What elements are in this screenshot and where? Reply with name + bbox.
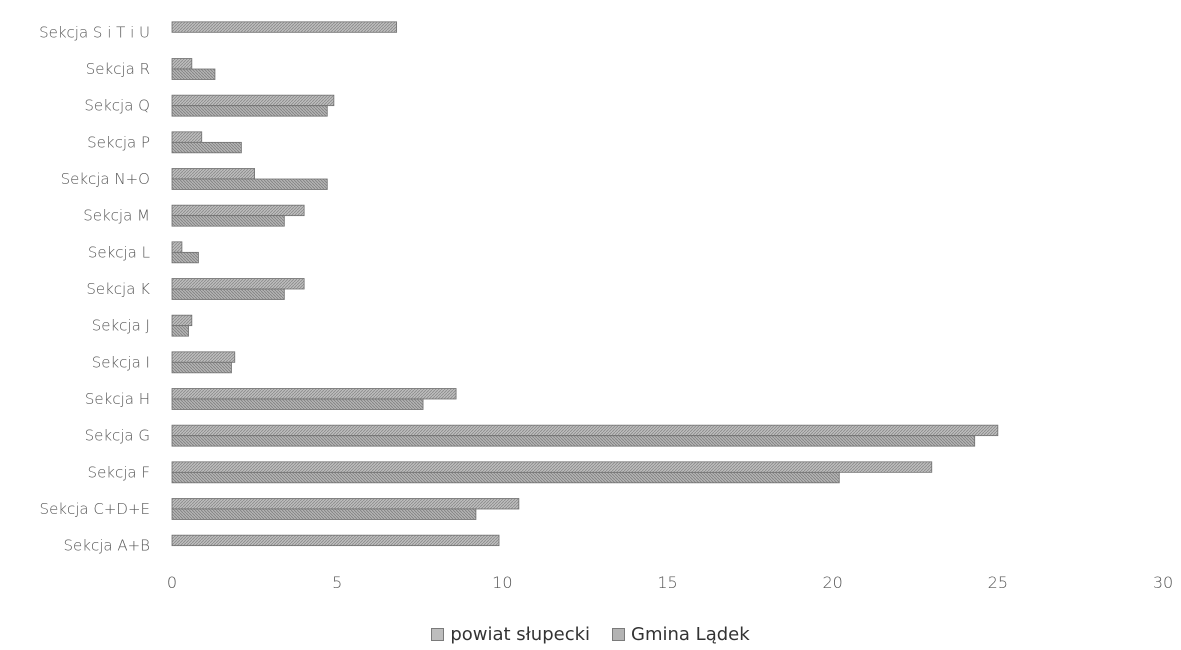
legend-label-series-2: Gmina Lądek — [631, 624, 750, 645]
bar-series-1 — [171, 58, 193, 70]
x-tick-label: 25 — [988, 573, 1008, 592]
bar-series-1 — [171, 351, 236, 363]
legend: powiat słupecki Gmina Lądek — [0, 624, 1181, 645]
bars-group — [171, 21, 999, 547]
y-tick-label: Sekcja N+O — [61, 170, 150, 188]
bar-series-2 — [171, 178, 328, 190]
legend-item-series-2: Gmina Lądek — [612, 624, 750, 645]
bar-series-2 — [171, 398, 424, 410]
y-tick-label: Sekcja M — [83, 207, 150, 225]
bar-series-1 — [171, 424, 999, 437]
bar-series-1 — [171, 94, 335, 107]
x-tick-label: 30 — [1153, 573, 1173, 592]
bar-series-2 — [171, 435, 976, 447]
bar-series-1 — [171, 241, 183, 253]
bar-series-1 — [171, 314, 193, 327]
y-tick-label: Sekcja P — [87, 133, 150, 151]
bar-series-2 — [171, 141, 242, 154]
y-tick-label: Sekcja I — [92, 353, 150, 371]
bar-series-2 — [171, 68, 216, 80]
y-tick-label: Sekcja K — [86, 280, 150, 298]
y-tick-label: Sekcja R — [86, 60, 150, 78]
y-tick-label: Sekcja Q — [84, 97, 150, 115]
x-tick-label: 10 — [492, 573, 512, 592]
y-axis-tick-labels: Sekcja A+B Sekcja C+D+E Sekcja F Sekcja G Se… — [39, 23, 150, 554]
legend-item-series-1: powiat słupecki — [431, 624, 590, 645]
x-tick-label: 0 — [167, 573, 177, 592]
x-tick-label: 20 — [822, 573, 842, 592]
bar-series-1 — [171, 388, 457, 400]
bar-series-2 — [171, 471, 840, 484]
y-tick-label: Sekcja H — [85, 390, 150, 408]
y-tick-label: Sekcja A+B — [64, 537, 150, 555]
bar-series-2 — [171, 288, 285, 300]
bar-series-2 — [171, 325, 189, 337]
x-tick-label: 15 — [657, 573, 677, 592]
y-tick-label: Sekcja S i T i U — [39, 23, 150, 41]
y-tick-label: Sekcja C+D+E — [40, 500, 150, 518]
bar-series-2 — [171, 251, 199, 264]
bar-series-1 — [171, 131, 203, 143]
y-tick-label: Sekcja G — [85, 427, 150, 445]
y-tick-label: Sekcja L — [88, 243, 150, 261]
bar-series-1 — [171, 21, 398, 33]
x-axis-tick-labels: 0 5 10 15 20 25 30 — [167, 573, 1173, 592]
bar-series-1 — [171, 461, 933, 473]
legend-swatch-series-2 — [612, 628, 626, 641]
bar-series-1 — [171, 534, 500, 547]
bar-series-1 — [171, 204, 305, 217]
bar-chart: Sekcja A+B Sekcja C+D+E Sekcja F Sekcja G Se… — [39, 21, 1173, 592]
bar-series-2 — [171, 361, 232, 374]
bar-series-1 — [171, 278, 305, 290]
legend-label-series-1: powiat słupecki — [450, 624, 591, 645]
bar-series-2 — [171, 508, 477, 520]
x-tick-label: 5 — [332, 573, 342, 592]
legend-swatch-series-1 — [431, 628, 445, 641]
bar-series-2 — [171, 215, 285, 227]
y-tick-label: Sekcja F — [88, 463, 150, 481]
bar-series-1 — [171, 498, 520, 510]
bar-series-2 — [171, 105, 328, 117]
y-tick-label: Sekcja J — [92, 317, 150, 335]
bar-series-1 — [171, 168, 255, 180]
